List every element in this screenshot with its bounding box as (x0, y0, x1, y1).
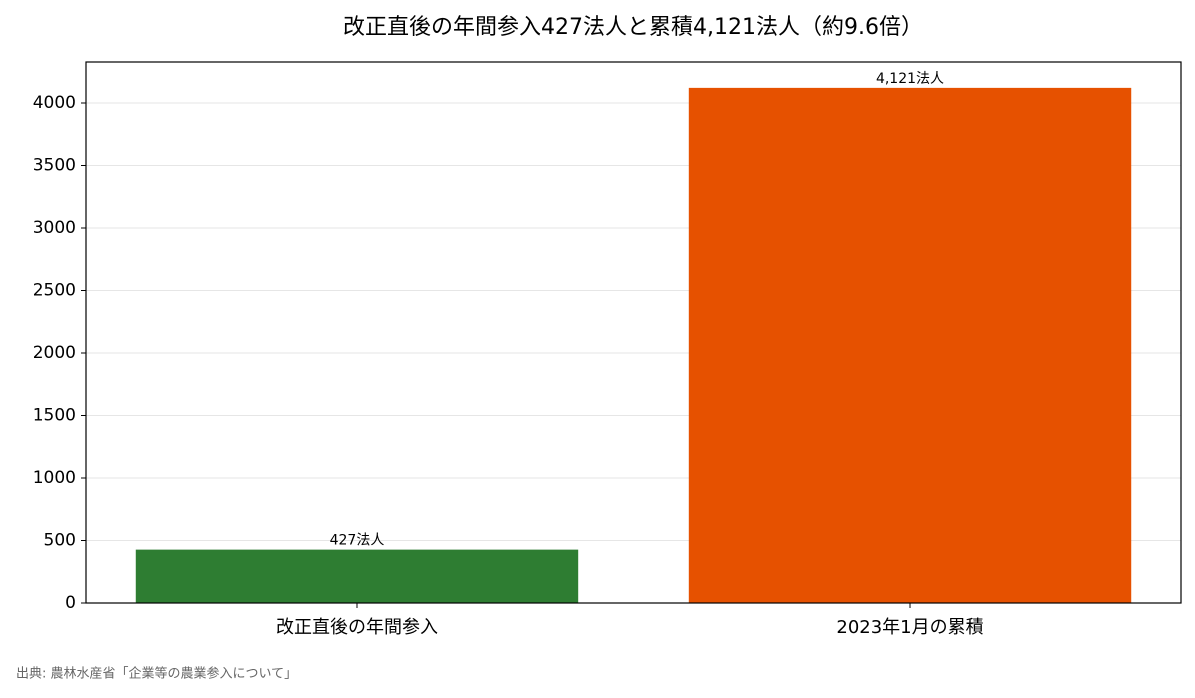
y-tick-label: 2500 (33, 281, 76, 301)
x-tick-label: 改正直後の年間参入 (276, 617, 438, 638)
bar (688, 87, 1132, 603)
bar (135, 549, 579, 603)
value-label: 4,121法人 (876, 71, 944, 87)
y-tick-label: 1000 (33, 468, 76, 488)
x-tick-label: 2023年1月の累積 (836, 617, 983, 638)
y-tick-label: 3500 (33, 156, 76, 176)
value-label: 427法人 (330, 533, 385, 549)
y-tick-label: 1500 (33, 406, 76, 426)
y-tick-label: 500 (44, 531, 76, 551)
y-tick-label: 2000 (33, 343, 76, 363)
source-note: 出典: 農林水産省「企業等の農業参入について」 (16, 666, 297, 682)
y-tick-label: 3000 (33, 218, 76, 238)
y-tick-label: 0 (65, 593, 76, 613)
chart-title: 改正直後の年間参入427法人と累積4,121法人（約9.6倍） (343, 15, 923, 40)
y-tick-label: 4000 (33, 93, 76, 113)
plot-frame (85, 61, 1182, 604)
